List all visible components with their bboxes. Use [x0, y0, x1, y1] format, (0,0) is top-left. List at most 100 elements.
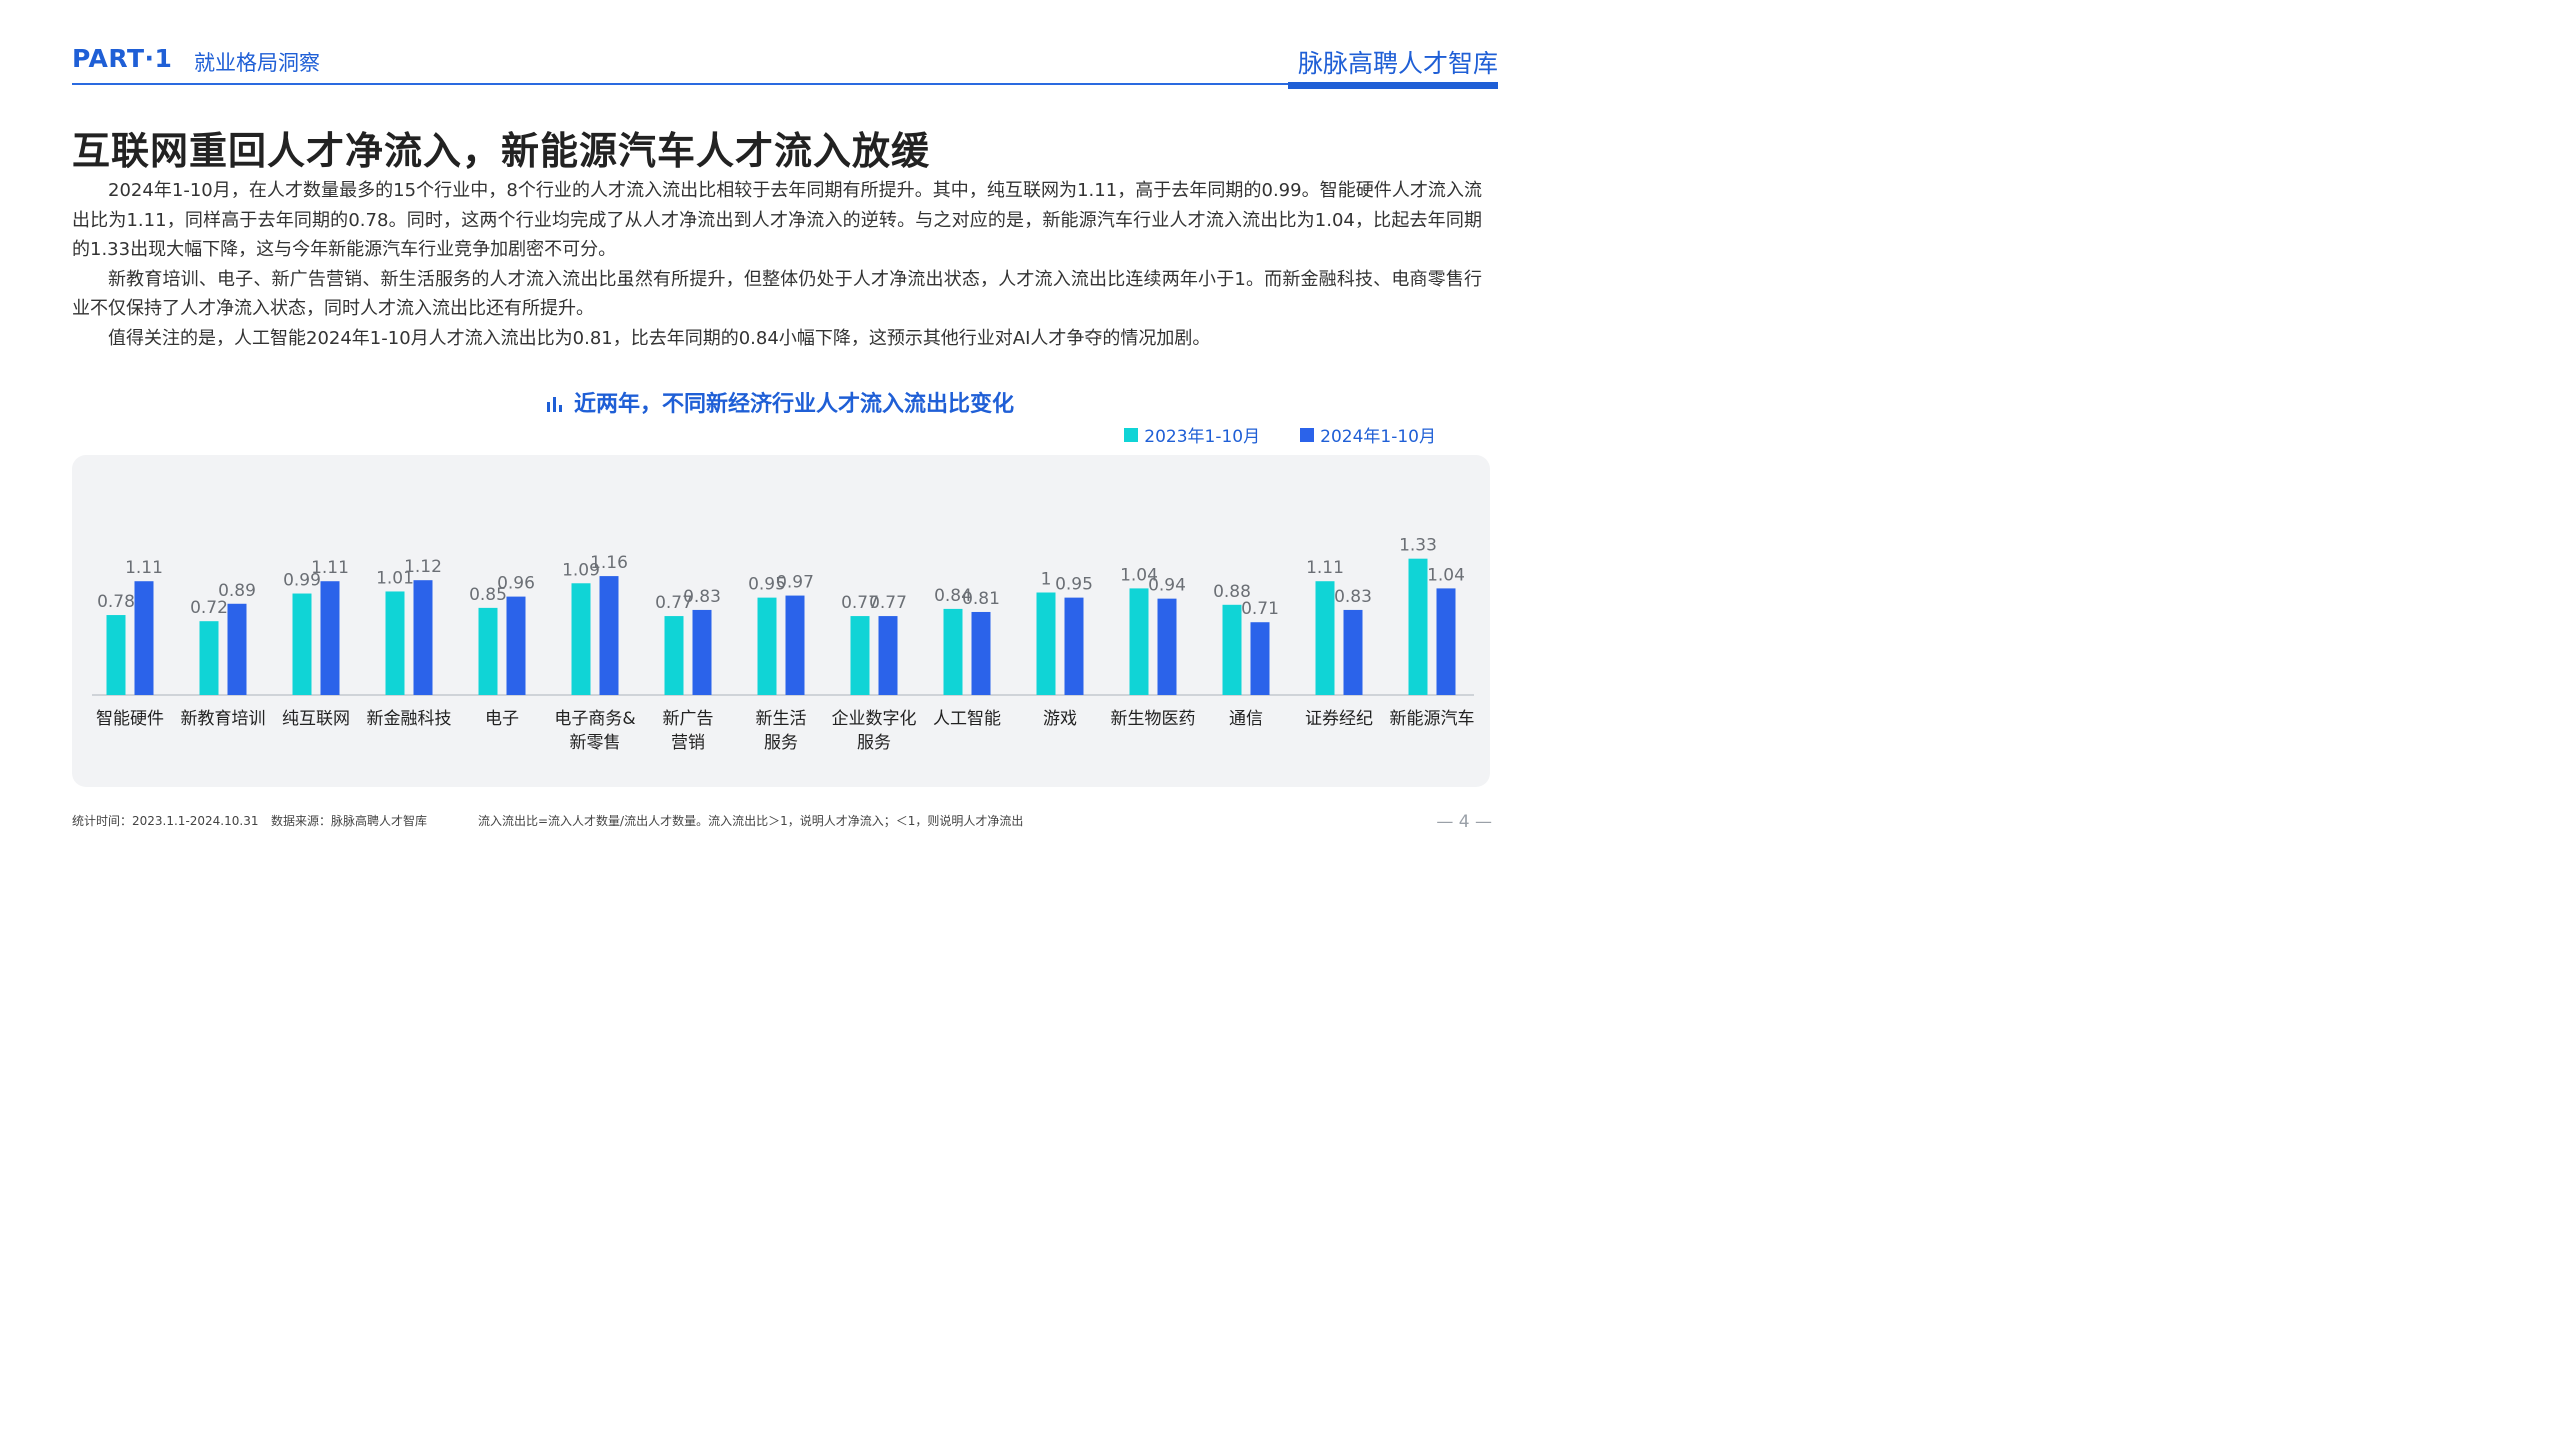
bar-2024: [1250, 622, 1270, 695]
category-label: 智能硬件: [96, 709, 164, 729]
brand-underline: [1288, 82, 1498, 89]
bar-2023: [385, 591, 405, 695]
brand-name: 脉脉高聘人才智库: [1297, 49, 1498, 78]
bar-2024: [1157, 598, 1177, 695]
bar-2023: [106, 615, 126, 695]
bar-2023: [664, 616, 684, 695]
data-label: 0.81: [962, 589, 1000, 609]
data-label: 1.04: [1427, 565, 1465, 585]
data-label: 1.11: [125, 558, 163, 578]
category-label: 企业数字化: [832, 709, 917, 729]
page-title: 互联网重回人才净流入，新能源汽车人才流入放缓: [72, 129, 931, 173]
footer-note: 流入流出比=流入人才数量/流出人才数量。流入流出比＞1，说明人才净流入；＜1，则…: [478, 814, 1024, 828]
bar-2024: [227, 603, 247, 695]
data-label: 0.85: [469, 585, 507, 605]
chart-title-text: 近两年，不同新经济行业人才流入流出比变化: [573, 392, 1014, 417]
legend-swatch-2024: [1300, 427, 1315, 442]
data-label: 0.83: [683, 587, 721, 607]
category-label: 营销: [671, 733, 705, 753]
bar-2024: [320, 581, 340, 695]
category-label: 新广告: [663, 709, 714, 729]
legend-swatch-2023: [1124, 427, 1139, 442]
data-label: 0.72: [190, 598, 228, 618]
bar-2024: [1064, 597, 1084, 695]
bar-2023: [199, 621, 219, 695]
data-label: 0.77: [869, 593, 907, 613]
section-label: 就业格局洞察: [194, 51, 320, 75]
data-label: 0.71: [1241, 599, 1279, 619]
data-label: 0.89: [218, 581, 256, 601]
bar-2023: [292, 593, 312, 695]
category-label: 新金融科技: [367, 709, 452, 729]
category-label: 新教育培训: [181, 709, 266, 729]
bar-2023: [850, 616, 870, 695]
data-label: 1.12: [404, 557, 442, 577]
bar-2024: [413, 580, 433, 695]
bar-2024: [878, 616, 898, 695]
paragraph-2: 新教育培训、电子、新广告营销、新生活服务的人才流入流出比虽然有所提升，但整体仍处…: [72, 268, 1482, 320]
data-label: 0.84: [934, 586, 972, 606]
category-label: 证券经纪: [1305, 709, 1373, 729]
data-label: 1.04: [1120, 565, 1158, 585]
bar-2023: [757, 597, 777, 695]
bar-2024: [599, 576, 619, 695]
footer-time: 统计时间：2023.1.1-2024.10.31: [72, 814, 259, 828]
category-label: 人工智能: [933, 709, 1001, 729]
chart-title: 近两年，不同新经济行业人才流入流出比变化: [0, 386, 1560, 418]
category-label: 电子商务&: [554, 709, 635, 729]
bar-2023: [943, 608, 963, 695]
legend-label-2024: 2024年1-10月: [1320, 427, 1436, 447]
data-label: 0.77: [841, 593, 879, 613]
data-label: 0.94: [1148, 576, 1186, 596]
part-label: PART·1: [72, 44, 173, 73]
category-label: 服务: [857, 733, 891, 753]
bar-2023: [1315, 581, 1335, 695]
bar-2024: [1343, 609, 1363, 695]
legend-item-2024: 2024年1-10月: [1300, 422, 1436, 447]
bar-2024: [971, 611, 991, 695]
footer-source: 数据来源：脉脉高聘人才智库: [271, 814, 428, 828]
data-label: 1.33: [1399, 536, 1437, 556]
category-label: 新零售: [570, 733, 621, 753]
category-label: 服务: [764, 733, 798, 753]
bar-2024: [785, 595, 805, 695]
chart-legend: 2023年1-10月 2024年1-10月: [1124, 422, 1436, 447]
category-label: 新能源汽车: [1390, 709, 1475, 729]
paragraph-1: 2024年1-10月，在人才数量最多的15个行业中，8个行业的人才流入流出比相较…: [72, 180, 1482, 260]
category-label: 电子: [485, 709, 519, 729]
data-label: 0.78: [97, 592, 135, 612]
bar-2023: [1222, 604, 1242, 695]
bar-2023: [1129, 588, 1149, 695]
bar-chart-icon: [546, 397, 562, 412]
data-label: 1.09: [562, 560, 600, 580]
bar-2024: [1436, 588, 1456, 695]
bar-2024: [134, 581, 154, 695]
data-label: 1.16: [590, 553, 628, 573]
category-label: 新生物医药: [1111, 709, 1196, 729]
bar-2023: [478, 607, 498, 695]
data-label: 0.88: [1213, 582, 1251, 602]
category-label: 纯互联网: [282, 709, 350, 729]
category-label: 游戏: [1043, 709, 1077, 729]
bar-2024: [506, 596, 526, 695]
category-label: 通信: [1229, 709, 1263, 729]
data-label: 0.97: [776, 573, 814, 593]
data-label: 0.96: [497, 574, 535, 594]
data-label: 1: [1041, 570, 1052, 590]
bar-2023: [1036, 592, 1056, 695]
bar-2024: [692, 609, 712, 695]
data-label: 0.95: [1055, 575, 1093, 595]
legend-item-2023: 2023年1-10月: [1124, 422, 1260, 447]
header-rule: [72, 83, 1498, 85]
data-label: 0.77: [655, 593, 693, 613]
page-header: PART·1 就业格局洞察 脉脉高聘人才智库: [72, 40, 1498, 90]
body-text: 2024年1-10月，在人才数量最多的15个行业中，8个行业的人才流入流出比相较…: [72, 176, 1482, 353]
category-label: 新生活: [756, 709, 807, 729]
data-label: 0.83: [1334, 587, 1372, 607]
bar-2023: [1408, 558, 1428, 695]
legend-label-2023: 2023年1-10月: [1144, 427, 1261, 447]
data-label: 1.01: [376, 568, 414, 588]
page-number: — 4 —: [1436, 812, 1492, 832]
paragraph-3: 值得关注的是，人工智能2024年1-10月人才流入流出比为0.81，比去年同期的…: [108, 327, 1211, 349]
data-label: 1.11: [311, 558, 349, 578]
